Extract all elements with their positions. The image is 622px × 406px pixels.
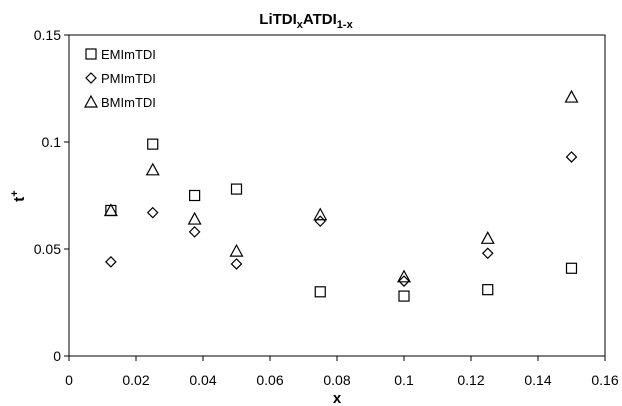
- triangle-data-point: [313, 207, 328, 221]
- diamond-data-point: [398, 275, 410, 287]
- square-data-point: [482, 284, 494, 296]
- y-axis-label: t+: [9, 190, 28, 201]
- x-tick-label: 0.06: [256, 372, 283, 388]
- triangle-data-point: [480, 231, 495, 244]
- y-tick-label: 0.05: [34, 241, 61, 257]
- x-tick-label: 0.16: [591, 372, 618, 388]
- square-data-point: [230, 183, 243, 195]
- triangle-data-point: [396, 269, 412, 283]
- diamond-data-point: [105, 255, 117, 268]
- triangle-data-point: [145, 162, 160, 176]
- diamond-data-point: [146, 206, 159, 219]
- x-tick-label: 0.1: [394, 372, 414, 388]
- x-tick-label: 0.08: [323, 372, 350, 388]
- diamond-data-point: [188, 226, 201, 238]
- y-tick-label: 0.1: [42, 134, 62, 150]
- square-data-point: [147, 138, 159, 150]
- triangle-data-point: [187, 211, 202, 225]
- legend-label: BMImTDI: [101, 95, 156, 110]
- legend-label: EMImTDI: [101, 47, 156, 62]
- x-tick-label: 0.14: [524, 372, 551, 388]
- square-data-point: [189, 189, 201, 202]
- x-tick-label: 0.04: [189, 372, 216, 388]
- diamond-data-point: [565, 151, 578, 163]
- legend-label: PMImTDI: [101, 71, 156, 86]
- x-tick-label: 0: [65, 372, 73, 388]
- diamond-data-point: [481, 247, 494, 260]
- x-axis: 0 0.02 0.04 0.06 0.08 0.1 0.12 0.14 0.16: [65, 356, 619, 388]
- triangle-data-point: [229, 243, 244, 257]
- square-data-point: [565, 262, 578, 274]
- diamond-data-point: [314, 215, 327, 228]
- data-points: [103, 89, 579, 302]
- diamond-data-point: [230, 258, 243, 270]
- x-tick-label: 0.02: [122, 372, 149, 388]
- triangle-data-point: [564, 89, 579, 103]
- y-tick-label: 0.15: [34, 27, 61, 43]
- legend: EMImTDI PMImTDI BMImTDI: [83, 47, 156, 110]
- legend-triangle-marker: [83, 94, 99, 108]
- x-axis-label: x: [333, 390, 342, 406]
- y-axis: 0 0.05 0.1 0.15: [34, 27, 69, 364]
- legend-diamond-marker: [85, 72, 97, 84]
- square-data-point: [398, 290, 410, 302]
- chart-title: LiTDIxATDI1-x: [259, 11, 353, 31]
- y-tick-label: 0: [53, 348, 61, 364]
- legend-square-marker: [85, 48, 97, 60]
- x-tick-label: 0.12: [457, 372, 484, 388]
- triangle-data-point: [103, 203, 118, 217]
- square-data-point: [314, 286, 326, 298]
